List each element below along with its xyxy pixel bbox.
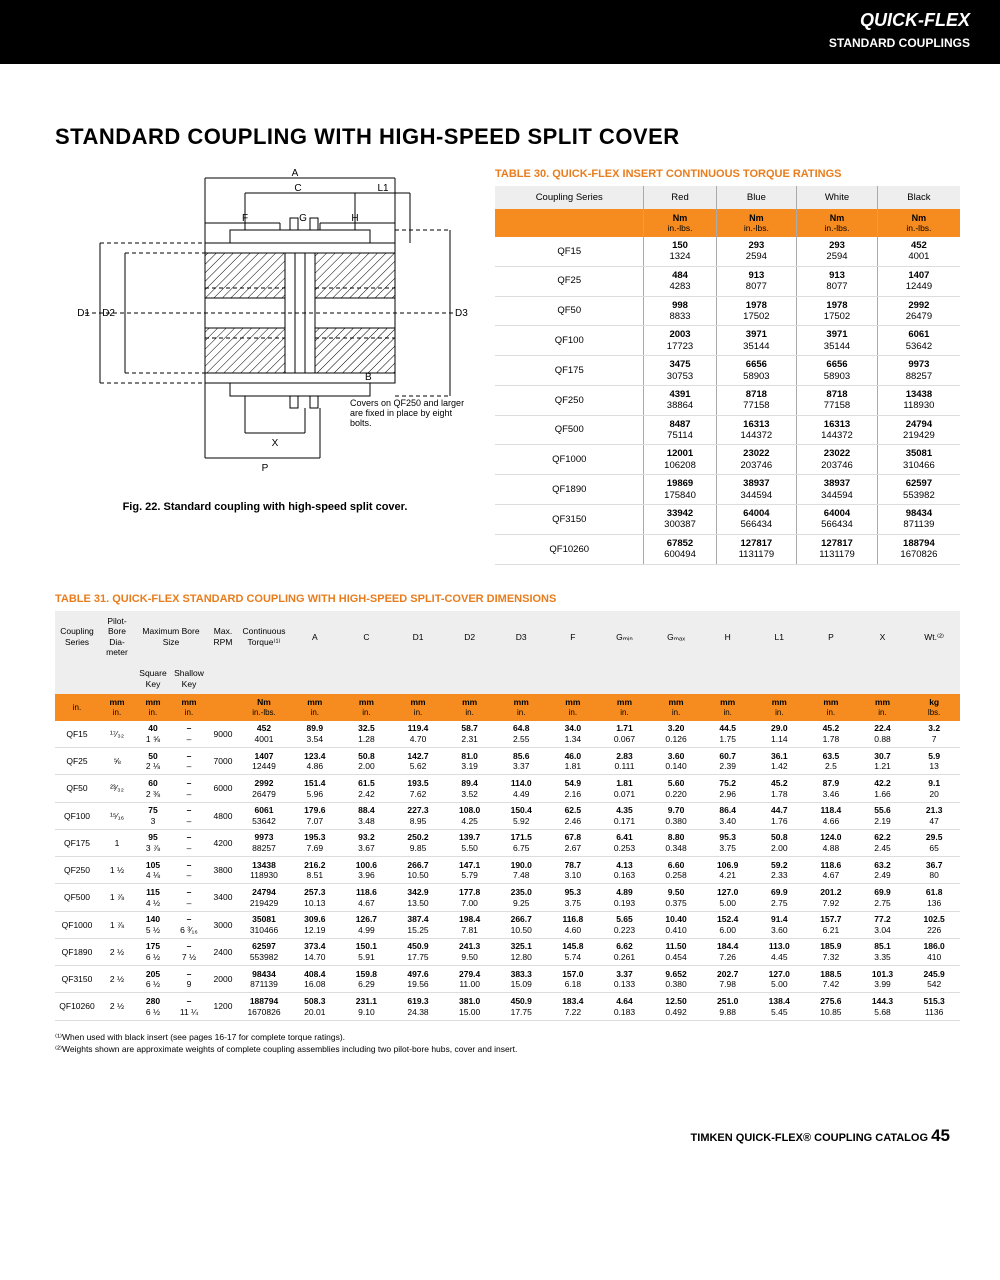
col-head: Red — [644, 186, 716, 209]
page-body: STANDARD COUPLING WITH HIGH-SPEED SPLIT … — [0, 64, 1000, 1166]
table-row: Square KeyShallow Key — [55, 663, 960, 694]
table-row: QF10001200110620823022203746230222037463… — [495, 445, 960, 475]
table-row: QF509988833197817502197817502299226479 — [495, 296, 960, 326]
table30: Coupling Series Red Blue White Black Nmi… — [495, 186, 960, 565]
table-row: QF102602 ½2806 ½–11 ¼1200188794167082650… — [55, 993, 960, 1020]
table-row: Coupling Series Red Blue White Black — [495, 186, 960, 209]
table-row: QF50084877511416313144372163131443722479… — [495, 415, 960, 445]
footer-text: TIMKEN QUICK-FLEX® COUPLING CATALOG — [691, 1132, 928, 1144]
page-footer: TIMKEN QUICK-FLEX® COUPLING CATALOG 45 — [55, 1126, 960, 1146]
table-row: Coupling SeriesPilot-Bore Dia-meterMaxim… — [55, 611, 960, 664]
svg-text:D2: D2 — [102, 308, 115, 319]
table31-wrap: TABLE 31. QUICK-FLEX STANDARD COUPLING W… — [55, 593, 960, 1021]
table30-caption: TABLE 30. QUICK-FLEX INSERT CONTINUOUS T… — [495, 168, 960, 180]
col-head: White — [797, 186, 878, 209]
col-head: Coupling Series — [495, 186, 644, 209]
svg-text:L1: L1 — [377, 183, 389, 194]
table-row: QF100¹⁵⁄₁₆753––4800606153642179.67.0788.… — [55, 802, 960, 829]
footnote: ⁽¹⁾When used with black insert (see page… — [55, 1031, 960, 1044]
col-head: Blue — [716, 186, 797, 209]
page-number: 45 — [931, 1126, 950, 1145]
table-row: Nmin.-lbs. Nmin.-lbs. Nmin.-lbs. Nmin.-l… — [495, 209, 960, 237]
table-row: QF151501324293259429325944524001 — [495, 237, 960, 266]
table-row: QF31503394230038764004566434640045664349… — [495, 505, 960, 535]
svg-text:G: G — [299, 213, 307, 224]
table-row: QF17534753075366565890366565890399738825… — [495, 356, 960, 386]
table-row: QF18902 ½1756 ½–7 ½240062597553982373.41… — [55, 938, 960, 965]
table-row: QF31502 ½2056 ½–9200098434871139408.416.… — [55, 966, 960, 993]
table-row: QF1751953 ⅞––4200997388257195.37.6993.23… — [55, 829, 960, 856]
table-row: QF10260678526004941278171131179127817113… — [495, 534, 960, 564]
diagram-note: Covers on QF250 and larger are fixed in … — [350, 398, 470, 428]
svg-text:A: A — [292, 168, 299, 179]
svg-text:D1: D1 — [77, 308, 90, 319]
table-row: QF15¹⁷⁄₃₂401 ⅝––9000452400189.93.5432.51… — [55, 721, 960, 748]
table-row: QF10020031772339713514439713514460615364… — [495, 326, 960, 356]
table-row: QF25484428391380779138077140712449 — [495, 266, 960, 296]
header-line2: STANDARD COUPLINGS — [829, 36, 970, 50]
table-row: in.mmin.mmin.mmin.Nmin.-lbs.mmin.mmin.mm… — [55, 694, 960, 721]
col-head: Black — [877, 186, 960, 209]
table-row: QF18901986917584038937344594389373445946… — [495, 475, 960, 505]
table31-caption: TABLE 31. QUICK-FLEX STANDARD COUPLING W… — [55, 593, 960, 605]
table-row: QF2501 ½1054 ⅛––380013438118930216.28.51… — [55, 857, 960, 884]
coupling-diagram: A C L1 F G H — [55, 168, 475, 488]
header-line1: QUICK-FLEX — [860, 10, 970, 31]
footnote: ⁽²⁾Weights shown are approximate weights… — [55, 1043, 960, 1056]
table-row: QF10001 ⅞1405 ½–6 ³⁄₁₆300035081310466309… — [55, 911, 960, 938]
table-row: QF5001 ⅞1154 ½––340024794219429257.310.1… — [55, 884, 960, 911]
svg-text:C: C — [294, 183, 301, 194]
svg-text:P: P — [262, 463, 269, 474]
table-row: QF50²³⁄₃₂602 ⅜––6000299226479151.45.9661… — [55, 775, 960, 802]
svg-text:B: B — [365, 372, 372, 383]
table-row: QF25⅝502 ⅛––7000140712449123.44.8650.82.… — [55, 748, 960, 775]
footnotes: ⁽¹⁾When used with black insert (see page… — [55, 1031, 960, 1057]
table30-column: TABLE 30. QUICK-FLEX INSERT CONTINUOUS T… — [495, 168, 960, 565]
svg-text:D3: D3 — [455, 308, 468, 319]
header-band: QUICK-FLEX STANDARD COUPLINGS — [0, 0, 1000, 64]
table31: Coupling SeriesPilot-Bore Dia-meterMaxim… — [55, 611, 960, 1021]
figure-caption: Fig. 22. Standard coupling with high-spe… — [55, 501, 475, 513]
figure-column: A C L1 F G H — [55, 168, 475, 565]
page-title: STANDARD COUPLING WITH HIGH-SPEED SPLIT … — [55, 124, 960, 150]
svg-text:X: X — [272, 438, 279, 449]
table-row: QF25043913886487187715887187715813438118… — [495, 385, 960, 415]
